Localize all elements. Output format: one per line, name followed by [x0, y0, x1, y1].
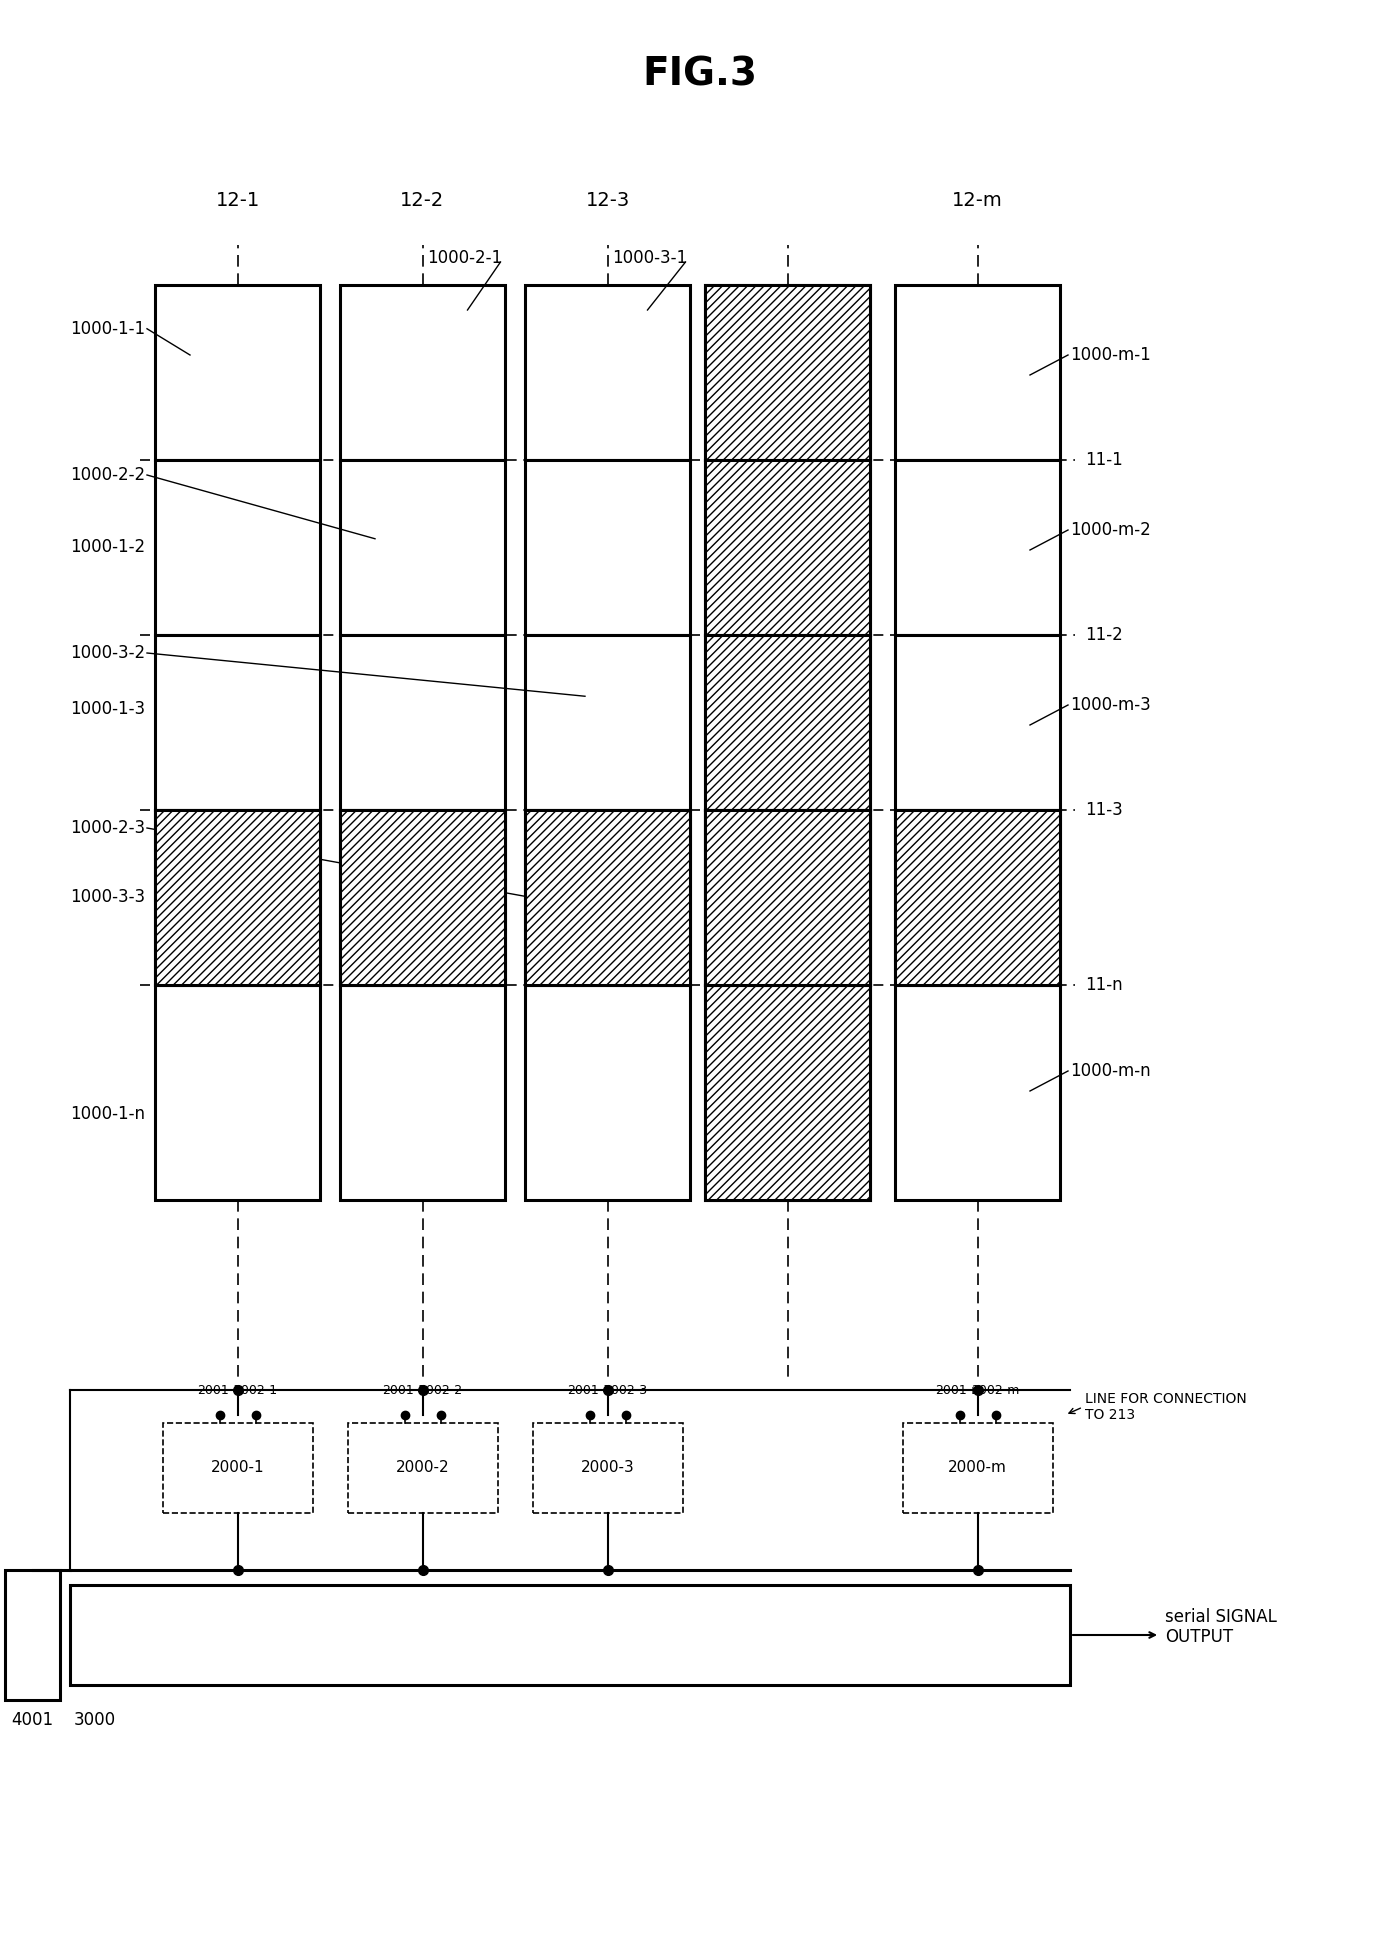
Text: 1000-m-1: 1000-m-1 [1070, 347, 1151, 364]
Text: 2001-3: 2001-3 [568, 1384, 611, 1398]
Text: 4001: 4001 [11, 1711, 53, 1729]
Text: 11-2: 11-2 [1086, 627, 1123, 644]
Bar [340, 635, 505, 810]
Text: 12-2: 12-2 [400, 191, 445, 210]
Bar [705, 985, 870, 1199]
Bar [705, 635, 870, 810]
Text: 1000-m-2: 1000-m-2 [1070, 522, 1151, 539]
Text: 3000: 3000 [74, 1711, 116, 1729]
Bar [340, 985, 505, 1199]
Bar [895, 459, 1060, 635]
Text: 11-n: 11-n [1086, 975, 1122, 995]
Text: 2000-2: 2000-2 [396, 1460, 449, 1476]
Text: 2001-m: 2001-m [936, 1384, 983, 1398]
Bar [162, 1423, 312, 1513]
Text: 2002-1: 2002-1 [234, 1384, 277, 1398]
Bar [155, 985, 320, 1199]
Bar [525, 810, 690, 985]
Text: 1000-m-3: 1000-m-3 [1070, 695, 1151, 715]
Text: 1000-1-2: 1000-1-2 [70, 539, 145, 557]
Text: 11-3: 11-3 [1086, 800, 1123, 820]
Bar [70, 1585, 1070, 1684]
Bar [705, 459, 870, 635]
Bar [340, 810, 505, 985]
Text: 2002-3: 2002-3 [603, 1384, 648, 1398]
Text: 1000-m-n: 1000-m-n [1070, 1061, 1150, 1081]
Text: 2000-m: 2000-m [949, 1460, 1007, 1476]
Bar [705, 810, 870, 985]
Bar [525, 985, 690, 1199]
Bar [155, 284, 320, 459]
Text: 1000-2-1: 1000-2-1 [428, 249, 502, 267]
Text: 2001-1: 2001-1 [197, 1384, 242, 1398]
Text: 12-1: 12-1 [215, 191, 260, 210]
Bar [155, 635, 320, 810]
Bar [155, 810, 320, 985]
Bar [895, 635, 1060, 810]
Text: 2000-3: 2000-3 [581, 1460, 634, 1476]
Text: 1000-1-1: 1000-1-1 [70, 319, 145, 337]
Text: FIG.3: FIG.3 [642, 56, 757, 93]
Bar [895, 810, 1060, 985]
Bar [705, 284, 870, 459]
Text: 2000-1: 2000-1 [211, 1460, 264, 1476]
Text: serial SIGNAL
OUTPUT: serial SIGNAL OUTPUT [1165, 1608, 1277, 1647]
Bar [155, 810, 320, 985]
Bar [340, 459, 505, 635]
Text: 1000-3-2: 1000-3-2 [70, 644, 145, 662]
Bar [155, 459, 320, 635]
Text: 1000-2-3: 1000-2-3 [70, 820, 145, 837]
Text: 1000-1-n: 1000-1-n [70, 1106, 145, 1123]
Text: 12-3: 12-3 [585, 191, 630, 210]
Bar [705, 985, 870, 1199]
Bar [525, 284, 690, 459]
Bar [705, 459, 870, 635]
Text: 1000-3-3: 1000-3-3 [70, 888, 145, 907]
Bar [340, 284, 505, 459]
Text: 11-1: 11-1 [1086, 452, 1123, 469]
Bar [525, 635, 690, 810]
Bar [705, 284, 870, 459]
Text: 12-m: 12-m [953, 191, 1003, 210]
Bar [6, 1569, 60, 1700]
Bar [705, 810, 870, 985]
Bar [902, 1423, 1052, 1513]
Bar [525, 459, 690, 635]
Bar [895, 284, 1060, 459]
Bar [525, 810, 690, 985]
Text: 2002-m: 2002-m [971, 1384, 1020, 1398]
Bar [895, 985, 1060, 1199]
Text: 1000-3-1: 1000-3-1 [613, 249, 688, 267]
Bar [895, 810, 1060, 985]
Bar [340, 810, 505, 985]
Bar [533, 1423, 683, 1513]
Text: 1000-2-2: 1000-2-2 [70, 465, 145, 485]
Bar [705, 810, 870, 985]
Bar [705, 635, 870, 810]
Text: 1000-1-3: 1000-1-3 [70, 699, 145, 718]
Bar [347, 1423, 498, 1513]
Text: 2001-2: 2001-2 [382, 1384, 427, 1398]
Text: 2002-2: 2002-2 [418, 1384, 463, 1398]
Text: LINE FOR CONNECTION
TO 213: LINE FOR CONNECTION TO 213 [1086, 1392, 1247, 1421]
